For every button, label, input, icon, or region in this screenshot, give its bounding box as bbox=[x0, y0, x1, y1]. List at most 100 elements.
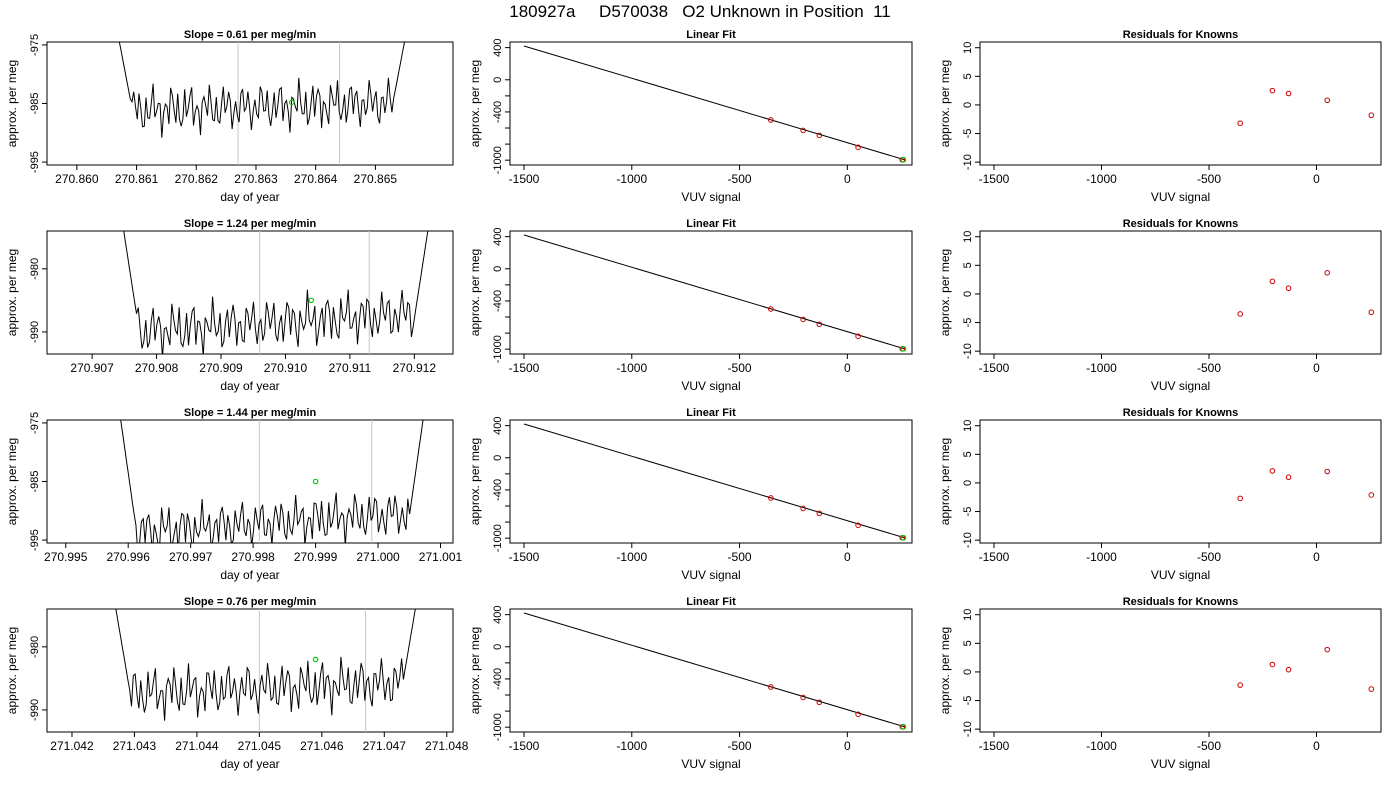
x-tick-label: -500 bbox=[1197, 739, 1221, 753]
y-axis-label: approx. per meg bbox=[5, 249, 19, 336]
plot-frame bbox=[509, 41, 913, 166]
x-tick-label: 270.995 bbox=[44, 550, 88, 564]
y-tick-label: 0 bbox=[962, 102, 974, 108]
x-tick-label: 270.862 bbox=[175, 172, 219, 186]
x-tick-label: -500 bbox=[1197, 172, 1221, 186]
standard-point bbox=[768, 117, 774, 123]
y-tick-label: -10 bbox=[962, 154, 974, 170]
time-series-panel: Slope = 0.61 per meg/min day of year appro… bbox=[5, 29, 454, 204]
x-axis-label: day of year bbox=[220, 379, 279, 393]
plot-frame bbox=[979, 419, 1382, 544]
x-axis-label: VUV signal bbox=[681, 379, 740, 393]
x-tick-label: -1000 bbox=[1086, 739, 1117, 753]
standard-point bbox=[768, 306, 774, 312]
fit-line bbox=[523, 612, 905, 728]
y-tick-label: 5 bbox=[962, 640, 974, 646]
unknown-point bbox=[900, 345, 907, 352]
standard-point bbox=[800, 127, 806, 134]
standard-point bbox=[800, 694, 806, 701]
x-tick-label: 270.863 bbox=[234, 172, 278, 186]
residual-point bbox=[1368, 309, 1375, 316]
plot-frame bbox=[509, 230, 913, 355]
unknown-marker bbox=[312, 656, 319, 663]
y-tick-label: 0 bbox=[962, 291, 974, 297]
x-axis-label: day of year bbox=[220, 190, 279, 204]
y-tick-label: -5 bbox=[962, 696, 974, 706]
residual-point bbox=[1324, 269, 1331, 276]
fit-line bbox=[523, 423, 905, 539]
x-tick-label: 270.907 bbox=[70, 361, 114, 375]
x-tick-label: 270.864 bbox=[294, 172, 338, 186]
x-tick-label: 0 bbox=[844, 550, 851, 564]
residuals-panel: Residuals for Knowns VUV signal approx. pe… bbox=[938, 596, 1382, 771]
x-tick-label: 0 bbox=[1313, 172, 1320, 186]
panel-title: Slope = 1.24 per meg/min bbox=[184, 218, 317, 230]
y-axis-label: approx. per meg bbox=[5, 627, 19, 714]
x-tick-label: 271.043 bbox=[113, 739, 157, 753]
time-series-panel: Slope = 1.24 per meg/min day of year appro… bbox=[5, 218, 454, 393]
plot-frame bbox=[979, 41, 1382, 166]
panel-title: Residuals for Knowns bbox=[1123, 29, 1239, 41]
fit-line bbox=[523, 45, 905, 161]
y-tick-label: -1000 bbox=[492, 335, 504, 363]
residual-point bbox=[1285, 285, 1292, 292]
y-tick-label: -400 bbox=[492, 101, 504, 123]
x-tick-label: 271.048 bbox=[425, 739, 469, 753]
y-tick-label: 10 bbox=[962, 42, 974, 54]
residual-point bbox=[1324, 468, 1331, 475]
x-tick-label: 270.910 bbox=[264, 361, 308, 375]
y-tick-label: -975 bbox=[29, 412, 41, 434]
residual-point bbox=[1237, 120, 1243, 127]
plot-frame bbox=[46, 608, 454, 733]
y-tick-label: -400 bbox=[492, 479, 504, 501]
panel-title: Linear Fit bbox=[686, 218, 736, 230]
y-tick-label: -995 bbox=[29, 151, 41, 173]
standard-point bbox=[816, 699, 823, 706]
panel-title: Residuals for Knowns bbox=[1123, 218, 1239, 230]
linear-fit-panel: Linear Fit VUV signal approx. per meg -1500… bbox=[468, 407, 913, 582]
time-series-panel: Slope = 1.44 per meg/min day of year appro… bbox=[5, 407, 463, 582]
y-tick-label: -1000 bbox=[492, 146, 504, 174]
y-tick-label: 10 bbox=[962, 231, 974, 243]
panel-title: Linear Fit bbox=[686, 407, 736, 419]
panel-title: Slope = 1.44 per meg/min bbox=[184, 407, 317, 419]
x-tick-label: -500 bbox=[728, 550, 752, 564]
panel-title: Residuals for Knowns bbox=[1123, 596, 1239, 608]
y-axis-label: approx. per meg bbox=[468, 438, 482, 525]
y-tick-label: 400 bbox=[492, 605, 504, 623]
standard-point bbox=[855, 333, 861, 340]
x-axis-label: VUV signal bbox=[681, 568, 740, 582]
x-tick-label: -500 bbox=[728, 739, 752, 753]
residual-point bbox=[1285, 90, 1292, 97]
x-tick-label: -1500 bbox=[509, 550, 540, 564]
unknown-point bbox=[900, 156, 907, 163]
signal-trace bbox=[115, 609, 416, 721]
standard-point bbox=[768, 495, 774, 501]
time-series-panel: Slope = 0.76 per meg/min day of year appro… bbox=[5, 596, 469, 771]
y-tick-label: 0 bbox=[492, 455, 504, 461]
x-tick-label: -1500 bbox=[509, 361, 540, 375]
standard-point bbox=[816, 510, 823, 517]
x-tick-label: -500 bbox=[1197, 361, 1221, 375]
residual-point bbox=[1324, 97, 1331, 104]
residual-point bbox=[1237, 311, 1243, 317]
x-axis-label: VUV signal bbox=[681, 757, 740, 771]
y-tick-label: -980 bbox=[29, 636, 41, 658]
y-tick-label: -400 bbox=[492, 668, 504, 690]
y-axis-label: approx. per meg bbox=[468, 60, 482, 147]
residual-point bbox=[1324, 646, 1331, 653]
standard-point bbox=[816, 132, 823, 139]
standard-point bbox=[855, 522, 861, 529]
plot-frame bbox=[46, 230, 454, 355]
y-tick-label: 10 bbox=[962, 420, 974, 432]
x-tick-label: 271.044 bbox=[175, 739, 219, 753]
x-tick-label: 0 bbox=[1313, 361, 1320, 375]
residual-point bbox=[1285, 474, 1292, 481]
residual-point bbox=[1269, 87, 1276, 94]
y-tick-label: -990 bbox=[29, 321, 41, 343]
x-tick-label: -500 bbox=[728, 172, 752, 186]
y-tick-label: -10 bbox=[962, 721, 974, 737]
x-tick-label: 271.001 bbox=[419, 550, 463, 564]
y-tick-label: 400 bbox=[492, 227, 504, 245]
x-tick-label: 271.047 bbox=[363, 739, 407, 753]
